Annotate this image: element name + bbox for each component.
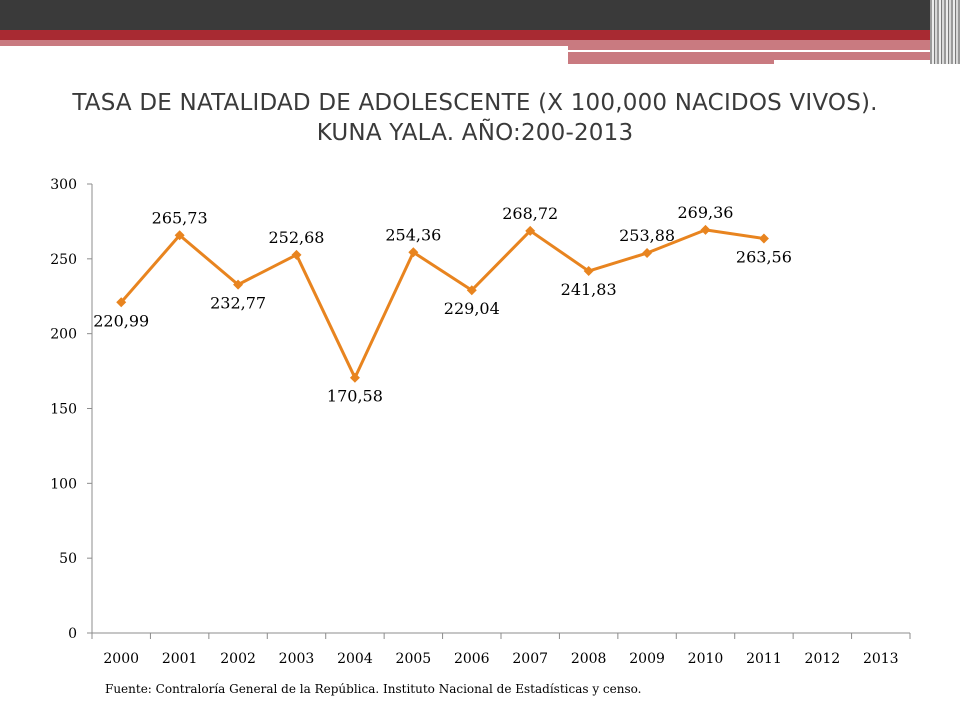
data-label: 268,72 <box>502 204 558 223</box>
data-point-marker <box>408 247 419 258</box>
data-label: 241,83 <box>561 280 617 299</box>
data-label: 220,99 <box>93 311 149 330</box>
y-tick-label: 200 <box>50 327 77 343</box>
x-tick-label: 2002 <box>220 651 256 667</box>
data-point-marker <box>466 285 477 296</box>
data-point-marker <box>291 249 302 260</box>
x-tick-label: 2000 <box>103 651 139 667</box>
x-tick-label: 2003 <box>279 651 315 667</box>
data-label: 263,56 <box>736 248 792 267</box>
header-stripes <box>930 0 960 64</box>
header-band-line <box>568 50 888 52</box>
chart-title: TASA DE NATALIDAD DE ADOLESCENTE (X 100,… <box>60 88 890 148</box>
chart-title-line-1: TASA DE NATALIDAD DE ADOLESCENTE (X 100,… <box>72 90 878 116</box>
x-tick-label: 2013 <box>863 651 899 667</box>
y-tick-label: 300 <box>50 177 77 193</box>
data-point-marker <box>525 225 536 236</box>
data-label: 170,58 <box>327 387 383 406</box>
data-point-marker <box>758 233 769 244</box>
data-point-marker <box>642 248 653 259</box>
x-tick-label: 2012 <box>805 651 841 667</box>
header-band-dark <box>0 0 960 30</box>
data-point-marker <box>116 297 127 308</box>
series-line <box>120 228 765 380</box>
x-tick-label: 2011 <box>746 651 782 667</box>
data-point-marker <box>700 224 711 235</box>
data-label: 232,77 <box>210 294 266 313</box>
source-note: Fuente: Contraloría General de la Repúbl… <box>105 682 642 696</box>
data-label: 269,36 <box>678 203 734 222</box>
data-point-marker <box>233 279 244 290</box>
y-tick-label: 50 <box>59 551 77 567</box>
header-band-pink <box>0 40 568 46</box>
header-band-red <box>0 30 930 40</box>
data-label: 253,88 <box>619 226 675 245</box>
x-tick-label: 2006 <box>454 651 490 667</box>
x-tick-label: 2009 <box>629 651 665 667</box>
data-point-marker <box>174 230 185 241</box>
x-tick-label: 2001 <box>162 651 198 667</box>
header-band-pink <box>568 52 774 64</box>
header-band-pink <box>774 52 930 60</box>
y-tick-label: 100 <box>50 476 77 492</box>
x-tick-label: 2010 <box>688 651 724 667</box>
data-label: 265,73 <box>152 208 208 227</box>
data-label: 254,36 <box>385 225 441 244</box>
header-band-pink <box>568 40 930 50</box>
data-label: 252,68 <box>269 228 325 247</box>
chart-title-line-2: KUNA YALA. AÑO:200-2013 <box>316 120 634 146</box>
data-point-marker <box>349 372 360 383</box>
data-point-marker <box>583 266 594 277</box>
data-label: 229,04 <box>444 299 500 318</box>
x-tick-label: 2004 <box>337 651 373 667</box>
y-tick-label: 0 <box>68 626 77 642</box>
x-tick-label: 2008 <box>571 651 607 667</box>
y-tick-label: 250 <box>50 252 77 268</box>
x-tick-label: 2007 <box>512 651 548 667</box>
x-tick-label: 2005 <box>396 651 432 667</box>
y-tick-label: 150 <box>50 402 77 418</box>
